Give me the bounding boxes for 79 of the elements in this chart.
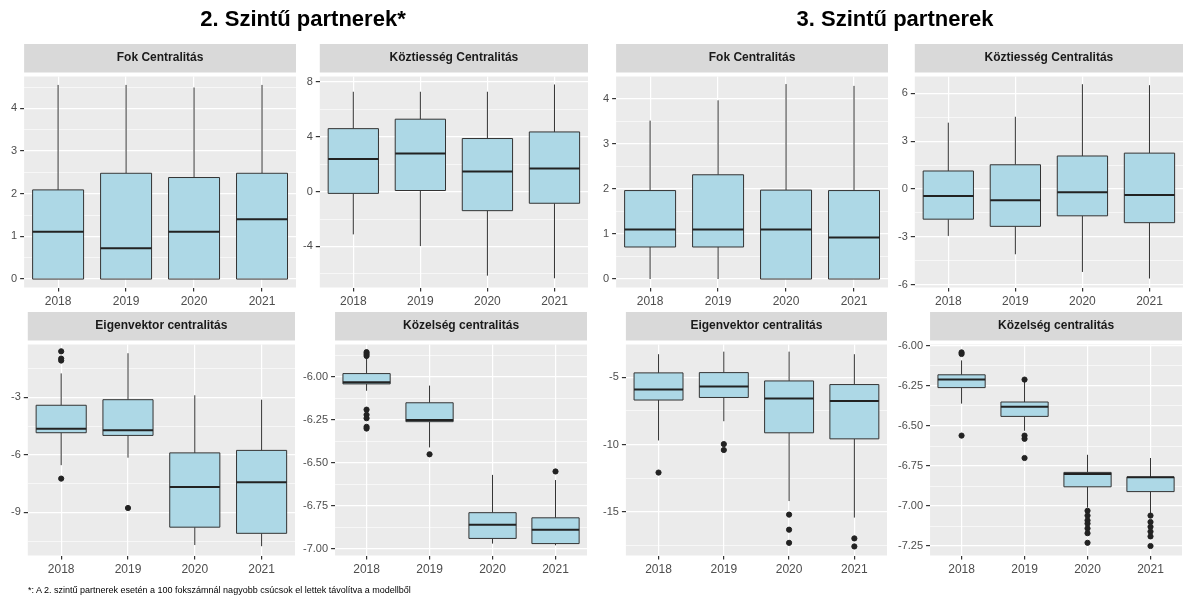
text: 3. Szintű partnerek xyxy=(795,6,995,32)
text: *: A 2. szintű partnerek esetén a 100 fokszámnál nagyobb csúcsok el lettek távolítva a modellből xyxy=(28,585,411,595)
y-tick-label: 6 xyxy=(901,86,908,99)
chart-title: Fok Centralitás xyxy=(708,49,796,64)
chart-title: Köztiesség Centralitás xyxy=(984,49,1114,64)
x-tick-label: 2020 xyxy=(772,294,800,309)
x-tick-label: 2018 xyxy=(948,562,976,577)
y-tick-label: 2 xyxy=(10,186,18,199)
y-tick-label: -6 xyxy=(898,277,908,290)
y-tick-label: -9 xyxy=(11,505,21,518)
chart-title: Közelség centralitás xyxy=(998,317,1115,332)
y-tick-label: 0 xyxy=(602,272,610,285)
y-tick-label: -7.00 xyxy=(897,499,924,512)
y-tick-label: -7.25 xyxy=(897,539,924,552)
y-tick-label: -3 xyxy=(11,390,21,403)
x-tick-label: 2020 xyxy=(181,562,209,577)
y-tick-label: -6.50 xyxy=(302,455,329,468)
y-tick-label: -6.50 xyxy=(897,419,924,432)
y-tick-label: -6.25 xyxy=(302,412,329,425)
x-tick-label: 2020 xyxy=(180,294,208,309)
chart-title: Köztiesség Centralitás xyxy=(389,49,519,64)
x-tick-label: 2021 xyxy=(542,562,570,577)
y-tick-label: -4 xyxy=(303,239,313,252)
x-tick-label: 2021 xyxy=(541,294,569,309)
x-tick-label: 2019 xyxy=(416,562,444,577)
y-tick-label: 0 xyxy=(901,182,908,195)
x-tick-label: 2021 xyxy=(248,294,276,309)
y-tick-label: -6.00 xyxy=(302,370,329,383)
y-tick-label: -6 xyxy=(11,447,21,460)
text: 2. Szintű partnerek* xyxy=(199,6,407,32)
y-tick-label: -6.00 xyxy=(897,339,924,352)
y-tick-label: -7.00 xyxy=(302,541,329,554)
x-tick-label: 2018 xyxy=(44,294,72,309)
y-tick-label: 0 xyxy=(10,272,18,285)
y-tick-label: 4 xyxy=(10,101,18,114)
x-tick-label: 2019 xyxy=(407,294,435,309)
y-tick-label: -6.75 xyxy=(302,498,329,511)
y-tick-label: -15 xyxy=(602,504,619,517)
y-tick-label: 3 xyxy=(901,134,908,147)
y-tick-label: -3 xyxy=(898,229,908,242)
y-tick-label: 1 xyxy=(10,229,18,242)
x-tick-label: 2020 xyxy=(775,562,803,577)
x-tick-label: 2019 xyxy=(114,562,142,577)
y-tick-label: 8 xyxy=(306,74,313,87)
x-tick-label: 2018 xyxy=(636,294,664,309)
y-tick-label: 4 xyxy=(602,91,610,104)
x-tick-label: 2021 xyxy=(1137,562,1165,577)
y-tick-label: -6.75 xyxy=(897,459,924,472)
y-tick-label: 3 xyxy=(602,136,610,149)
x-tick-label: 2020 xyxy=(474,294,502,309)
y-tick-label: -5 xyxy=(609,370,619,383)
x-tick-label: 2020 xyxy=(1069,294,1097,309)
x-tick-label: 2021 xyxy=(841,562,869,577)
x-tick-label: 2020 xyxy=(479,562,507,577)
y-tick-label: 1 xyxy=(602,226,610,239)
x-tick-label: 2018 xyxy=(47,562,75,577)
x-tick-label: 2018 xyxy=(645,562,673,577)
y-tick-label: -10 xyxy=(602,437,619,450)
chart-title: Eigenvektor centralitás xyxy=(690,317,823,332)
chart-title: Közelség centralitás xyxy=(403,317,520,332)
x-tick-label: 2019 xyxy=(710,562,738,577)
x-tick-label: 2018 xyxy=(934,294,962,309)
chart-title: Fok Centralitás xyxy=(116,49,204,64)
x-tick-label: 2018 xyxy=(339,294,367,309)
y-tick-label: 4 xyxy=(306,129,313,142)
y-tick-label: 3 xyxy=(10,144,18,157)
x-tick-label: 2021 xyxy=(1136,294,1164,309)
x-tick-label: 2019 xyxy=(1011,562,1039,577)
x-tick-label: 2018 xyxy=(353,562,381,577)
y-tick-label: -6.25 xyxy=(897,379,924,392)
chart-title: Eigenvektor centralitás xyxy=(95,317,228,332)
x-tick-label: 2021 xyxy=(248,562,276,577)
x-tick-label: 2020 xyxy=(1074,562,1102,577)
x-tick-label: 2019 xyxy=(112,294,140,309)
y-tick-label: 2 xyxy=(602,181,610,194)
x-tick-label: 2019 xyxy=(704,294,732,309)
x-tick-label: 2021 xyxy=(840,294,868,309)
y-tick-label: 0 xyxy=(306,184,313,197)
x-tick-label: 2019 xyxy=(1002,294,1030,309)
